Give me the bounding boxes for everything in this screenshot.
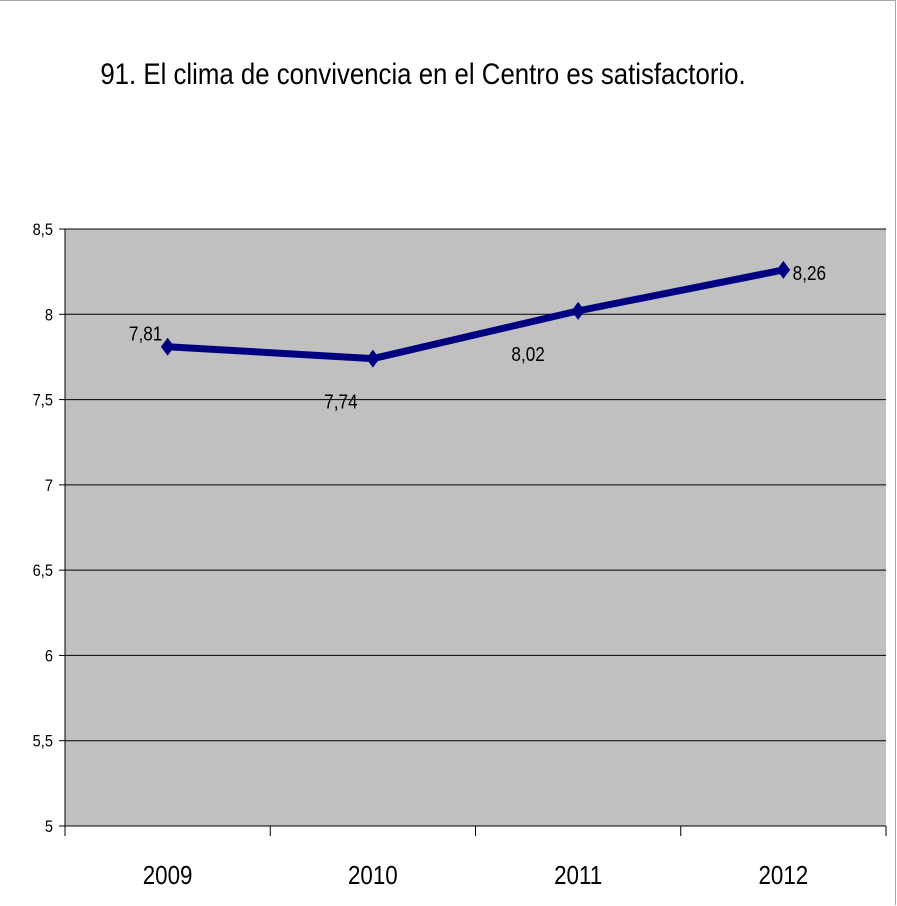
x-tick-label: 2010 xyxy=(348,861,398,890)
data-label: 8,02 xyxy=(511,343,544,366)
x-tick-label: 2012 xyxy=(759,861,809,890)
y-tick-label: 7 xyxy=(45,477,53,495)
x-tick-label: 2011 xyxy=(554,861,602,890)
data-point-marker xyxy=(776,260,791,279)
y-tick-label: 5 xyxy=(45,818,53,836)
data-point-marker xyxy=(160,337,175,356)
chart-title: 91. El clima de convivencia en el Centro… xyxy=(100,58,746,91)
y-tick-label: 6 xyxy=(45,647,53,665)
plot-area xyxy=(65,229,886,826)
data-point-marker xyxy=(366,349,380,368)
data-label: 7,81 xyxy=(129,322,162,345)
series-line xyxy=(167,266,785,363)
y-tick-label: 7,5 xyxy=(33,392,53,410)
y-tick-label: 5,5 xyxy=(33,733,53,751)
data-point-marker xyxy=(571,301,585,320)
data-label: 7,74 xyxy=(324,390,357,413)
y-tick-label: 8,5 xyxy=(33,221,53,239)
data-label: 8,26 xyxy=(793,262,826,285)
x-tick-label: 2009 xyxy=(143,861,193,890)
y-tick-label: 6,5 xyxy=(33,562,53,580)
y-tick-label: 8 xyxy=(45,306,53,324)
